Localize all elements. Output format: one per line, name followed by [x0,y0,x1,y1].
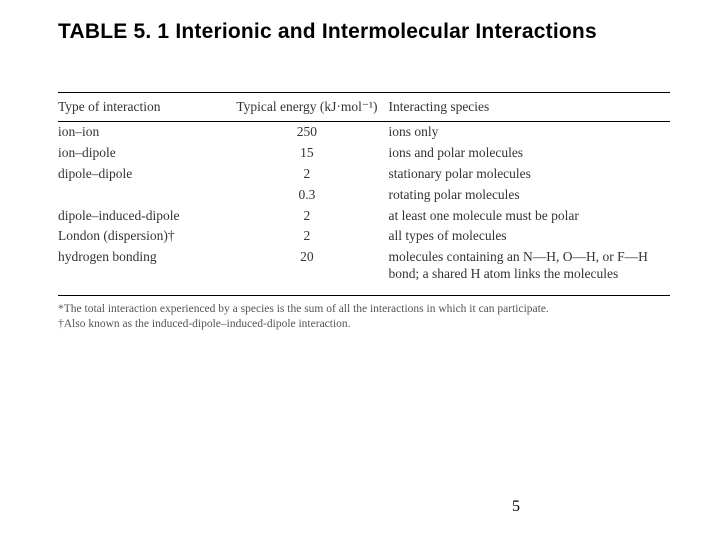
cell-species: stationary polar molecules [388,164,670,185]
cell-type: hydrogen bonding [58,247,229,285]
cell-type: dipole–dipole [58,164,229,185]
cell-energy: 0.3 [229,185,388,206]
table-row: ion–dipole 15 ions and polar molecules [58,143,670,164]
page-number: 5 [512,498,520,516]
cell-species: rotating polar molecules [388,185,670,206]
col-header-species: Interacting species [388,93,670,122]
col-header-energy: Typical energy (kJ·mol⁻¹) [229,93,388,122]
slide-content: TABLE 5. 1 Interionic and Intermolecular… [0,0,720,333]
table-row: dipole–dipole 2 stationary polar molecul… [58,164,670,185]
table-row: ion–ion 250 ions only [58,122,670,143]
cell-species: all types of molecules [388,226,670,247]
cell-species: ions only [388,122,670,143]
cell-species: at least one molecule must be polar [388,206,670,227]
table-spacer [58,285,670,295]
table-row: 0.3 rotating polar molecules [58,185,670,206]
cell-type: dipole–induced-dipole [58,206,229,227]
cell-energy: 250 [229,122,388,143]
table-footnotes: *The total interaction experienced by a … [58,302,670,333]
cell-type: ion–dipole [58,143,229,164]
table-title: TABLE 5. 1 Interionic and Intermolecular… [58,20,670,44]
cell-type: London (dispersion)† [58,226,229,247]
table-row: London (dispersion)† 2 all types of mole… [58,226,670,247]
col-header-type: Type of interaction [58,93,229,122]
cell-type: ion–ion [58,122,229,143]
footnote-b: †Also known as the induced-dipole–induce… [58,317,670,333]
table-row: dipole–induced-dipole 2 at least one mol… [58,206,670,227]
cell-energy: 2 [229,164,388,185]
cell-species: ions and polar molecules [388,143,670,164]
cell-energy: 15 [229,143,388,164]
cell-energy: 2 [229,206,388,227]
cell-type [58,185,229,206]
table-header-row: Type of interaction Typical energy (kJ·m… [58,93,670,122]
interactions-table: Type of interaction Typical energy (kJ·m… [58,92,670,296]
cell-energy: 2 [229,226,388,247]
cell-species: molecules containing an N—H, O—H, or F—H… [388,247,670,285]
cell-energy: 20 [229,247,388,285]
table-row: hydrogen bonding 20 molecules containing… [58,247,670,285]
footnote-a: *The total interaction experienced by a … [58,302,670,318]
